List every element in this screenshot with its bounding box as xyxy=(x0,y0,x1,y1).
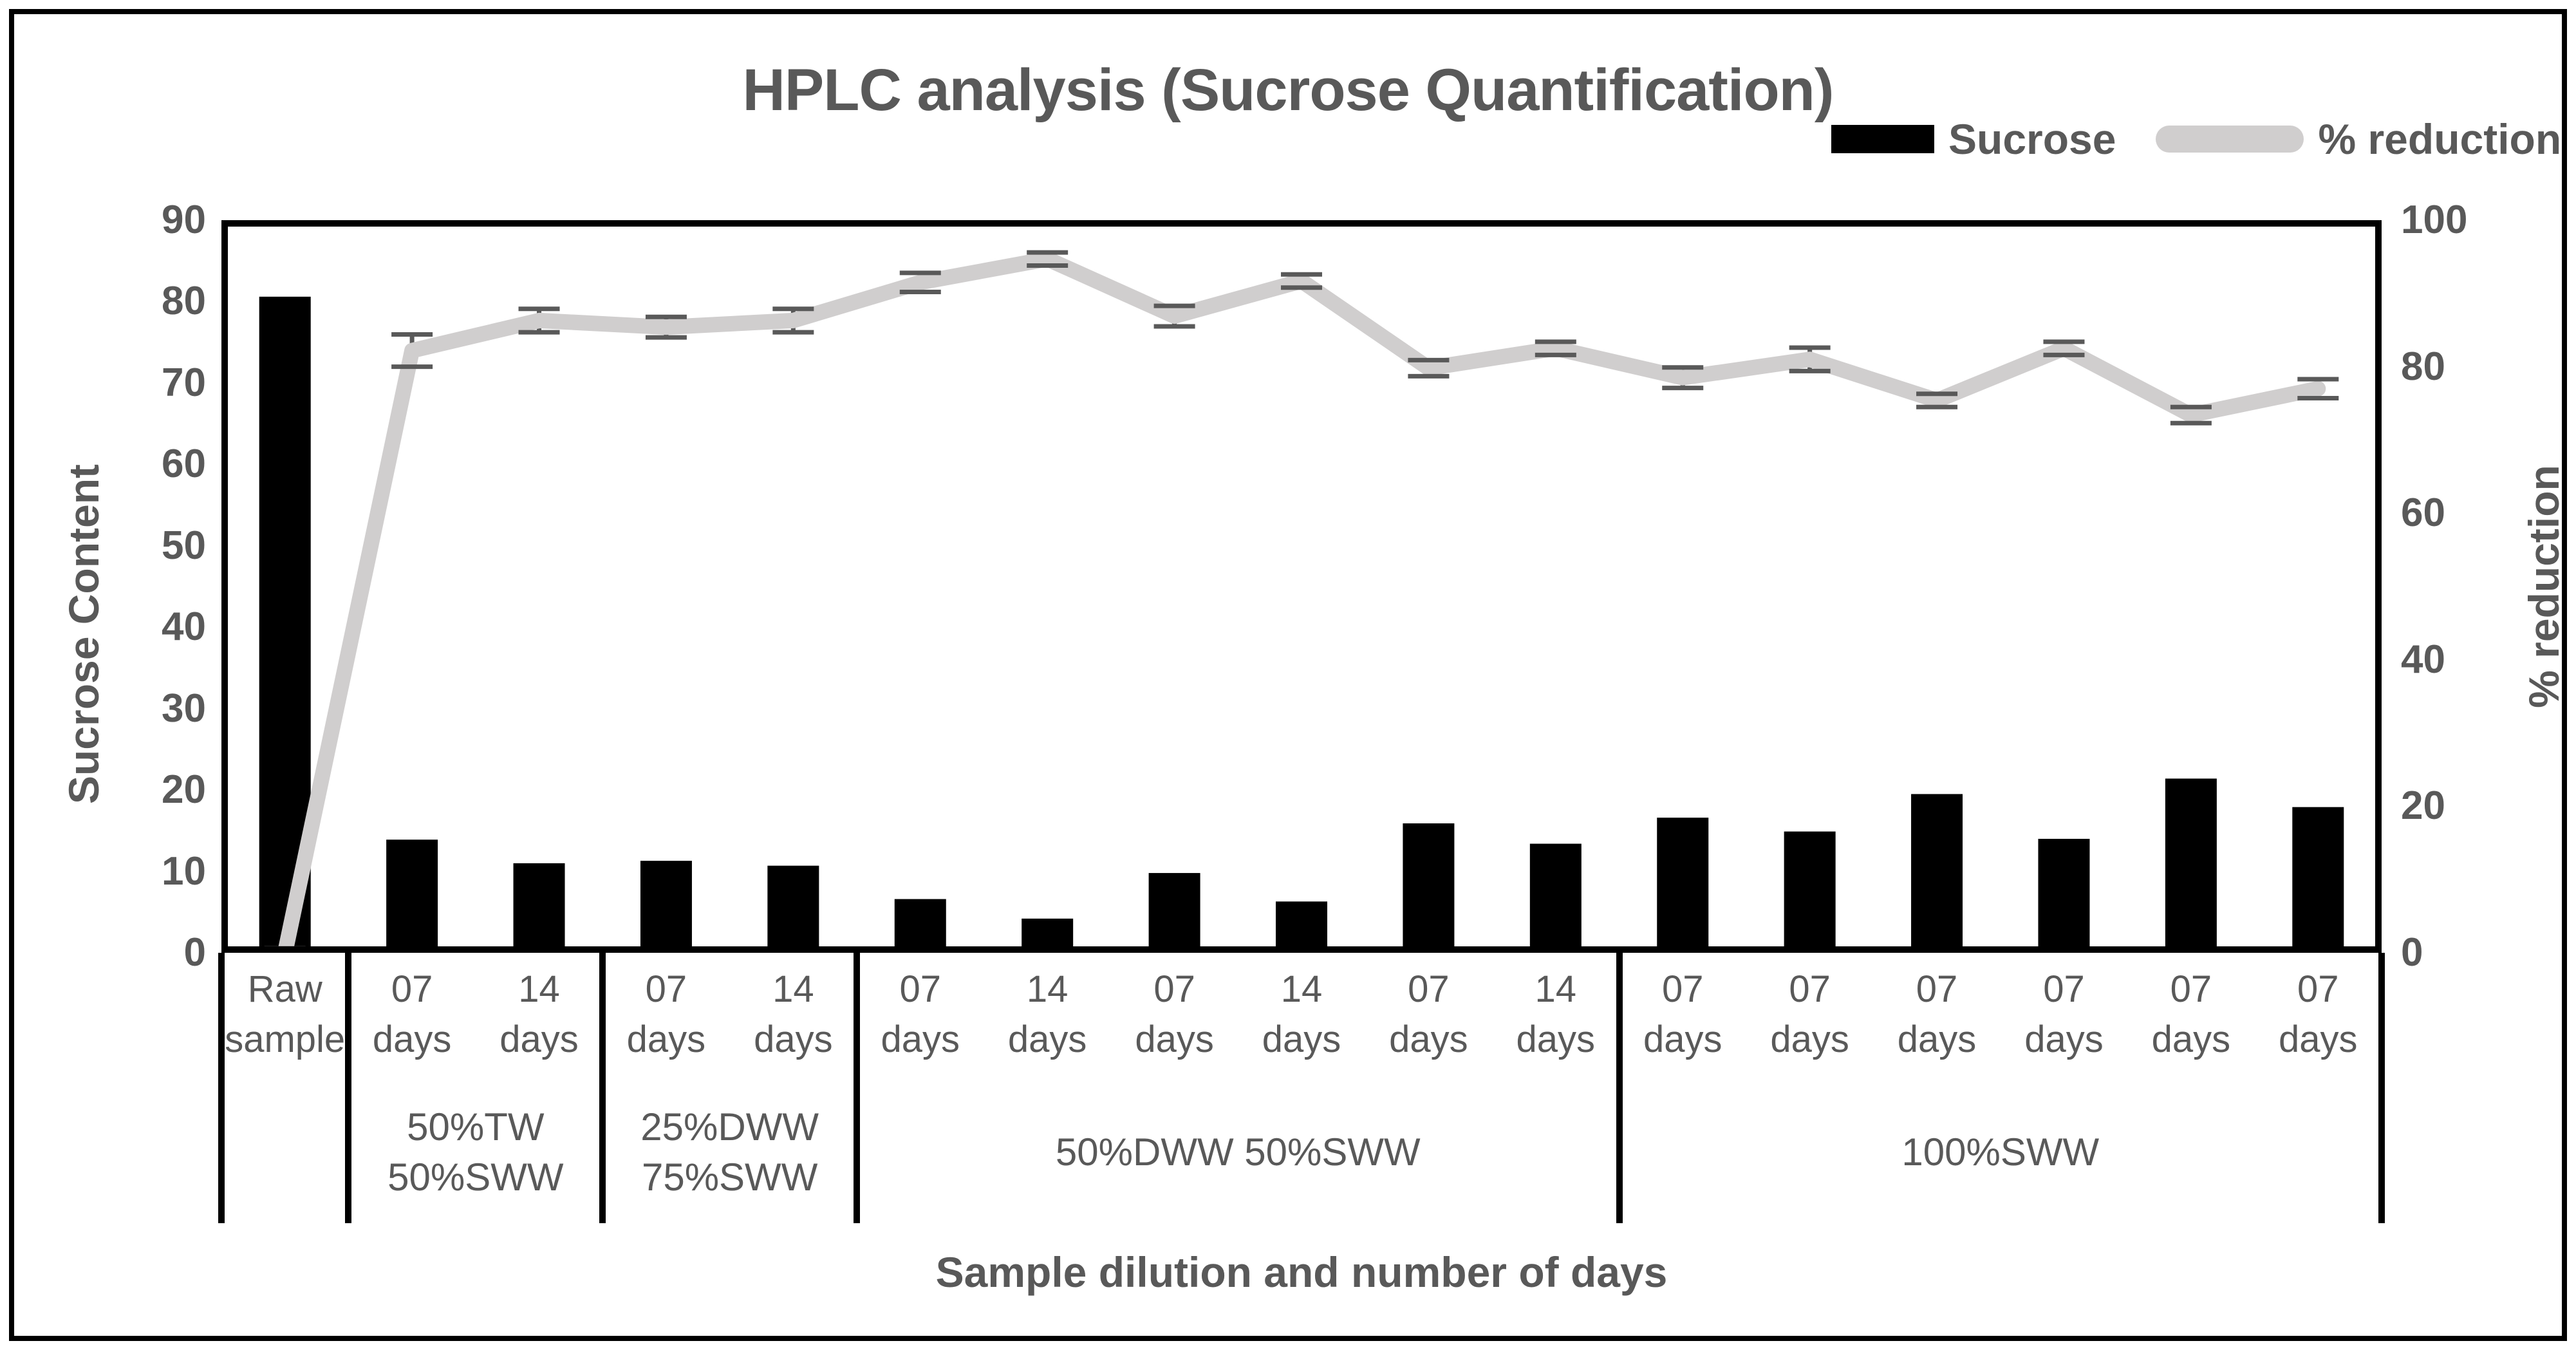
sucrose-bar xyxy=(1784,831,1836,953)
sucrose-bar xyxy=(1276,901,1327,953)
right-axis-tick-label: 80 xyxy=(2401,344,2445,389)
category-label: 07 days xyxy=(372,968,452,1060)
legend-reduction-label: % reduction xyxy=(2318,115,2562,163)
left-axis-tick-label: 70 xyxy=(162,360,206,405)
sucrose-bar xyxy=(1911,794,1963,953)
category-label: 14 days xyxy=(1007,968,1087,1060)
sucrose-bar xyxy=(1403,823,1455,953)
sucrose-bar xyxy=(1657,818,1709,953)
category-group-divider xyxy=(1616,953,1623,1223)
left-axis-tick-label: 90 xyxy=(162,198,206,242)
category-label: 07 days xyxy=(2279,968,2358,1060)
chart-title: HPLC analysis (Sucrose Quantification) xyxy=(742,57,1834,123)
category-group-divider xyxy=(599,953,606,1223)
sucrose-bar xyxy=(386,839,438,953)
category-label: 07 days xyxy=(1389,968,1468,1060)
right-axis-tick-label: 20 xyxy=(2401,783,2445,829)
category-label: 14 days xyxy=(754,968,833,1060)
legend: Sucrose % reduction xyxy=(1831,115,2561,164)
sucrose-bar xyxy=(513,863,565,953)
right-axis-tick-label: 0 xyxy=(2401,930,2423,975)
category-group-divider xyxy=(345,953,352,1223)
plot-canvas xyxy=(221,220,2382,953)
category-label: 07 days xyxy=(2024,968,2104,1060)
sucrose-bar xyxy=(767,865,819,953)
x-axis-title: Sample dilution and number of days xyxy=(935,1248,1668,1296)
category-group-divider xyxy=(2378,953,2385,1223)
group-label: 100%SWW xyxy=(1901,1130,2100,1174)
left-axis-tick-label: 60 xyxy=(162,442,206,487)
group-label: 50%TW 50%SWW xyxy=(387,1105,564,1199)
sucrose-bar xyxy=(2292,807,2344,953)
left-axis-tick-label: 0 xyxy=(183,930,206,975)
right-axis-tick-label: 100 xyxy=(2401,198,2468,242)
category-label: 14 days xyxy=(1262,968,1341,1060)
category-label: 07 days xyxy=(626,968,706,1060)
category-label: 07 days xyxy=(1897,968,1977,1060)
sucrose-bar xyxy=(640,861,692,953)
left-axis-tick-label: 40 xyxy=(162,605,206,650)
left-axis-tick-label: 10 xyxy=(162,848,206,894)
category-group-divider xyxy=(218,953,225,1223)
plot-border xyxy=(221,220,2382,953)
group-label: 50%DWW 50%SWW xyxy=(1055,1130,1421,1174)
category-label: Raw sample xyxy=(225,968,346,1060)
reduction-line xyxy=(277,251,2326,953)
legend-sucrose-label: Sucrose xyxy=(1948,115,2116,163)
left-axis-tick-label: 30 xyxy=(162,686,206,731)
left-axis-tick-label: 50 xyxy=(162,523,206,568)
right-axis-tick-label: 60 xyxy=(2401,491,2445,536)
left-axis-tick-label: 20 xyxy=(162,767,206,812)
sucrose-bar xyxy=(1529,843,1582,953)
category-group-divider xyxy=(854,953,861,1223)
category-label: 07 days xyxy=(1770,968,1849,1060)
sucrose-bar xyxy=(2165,778,2217,953)
sucrose-bar xyxy=(1148,873,1200,953)
sucrose-bar xyxy=(2038,838,2090,953)
left-axis-tick-label: 80 xyxy=(162,279,206,324)
category-label: 14 days xyxy=(499,968,579,1060)
legend-sucrose-swatch xyxy=(1831,125,1934,153)
group-label: 25%DWW 75%SWW xyxy=(640,1105,819,1199)
category-label: 07 days xyxy=(1643,968,1722,1060)
legend-reduction-swatch xyxy=(2156,126,2304,153)
category-label: 07 days xyxy=(1135,968,1214,1060)
sucrose-bar xyxy=(894,899,946,953)
category-label: 07 days xyxy=(881,968,960,1060)
category-label: 07 days xyxy=(2151,968,2231,1060)
category-label: 14 days xyxy=(1516,968,1596,1060)
plot-area xyxy=(221,220,2382,953)
right-axis-tick-label: 40 xyxy=(2401,637,2445,682)
